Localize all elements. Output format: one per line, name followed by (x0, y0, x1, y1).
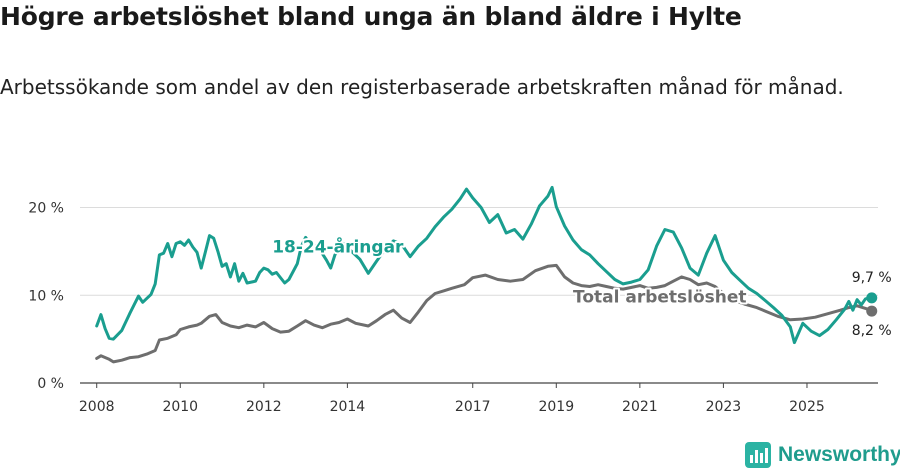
newsworthy-logo-icon (745, 442, 771, 468)
x-tick-label: 2010 (162, 399, 198, 415)
series-line-18-24-åringar (95, 185, 874, 345)
x-tick-label: 2023 (706, 399, 742, 415)
series-label-youth: 18-24-åringar (272, 235, 404, 257)
x-tick-label: 2008 (79, 399, 115, 415)
brand-name: Newsworthy (778, 443, 900, 466)
series-label-total: Total arbetslöshet (573, 287, 747, 307)
series-end-point-total-arbetslöshet (866, 305, 878, 317)
chart-title: Högre arbetslöshet bland unga än bland ä… (0, 2, 742, 31)
labels: Total arbetslöshet 18-24-åringar 9,7 % 8,2 … (270, 233, 892, 339)
series-line-total-arbetslöshet (95, 263, 874, 364)
x-tick-label: 2017 (455, 399, 491, 415)
y-tick-label: 10 % (28, 288, 64, 304)
x-tick-label: 2019 (538, 399, 574, 415)
series-end-point-18-24-åringar (866, 292, 878, 304)
x-tick-label: 2014 (330, 399, 366, 415)
newsworthy-logo: Newsworthy (745, 440, 900, 470)
gridlines (80, 207, 878, 296)
x-tick-label: 2021 (622, 399, 658, 415)
x-tick-label: 2012 (246, 399, 282, 415)
axes: 0 % 10 % 20 % 2008 2010 2012 2014 2017 2019 2021 2… (28, 201, 878, 415)
series-lines (95, 185, 878, 364)
y-tick-label: 0 % (37, 376, 64, 392)
end-label-total: 8,2 % (852, 323, 892, 339)
end-label-youth: 9,7 % (852, 270, 892, 286)
y-tick-label: 20 % (28, 201, 64, 217)
x-tick-label: 2025 (789, 399, 825, 415)
chart-subtitle: Arbetssökande som andel av den registerb… (0, 75, 844, 99)
